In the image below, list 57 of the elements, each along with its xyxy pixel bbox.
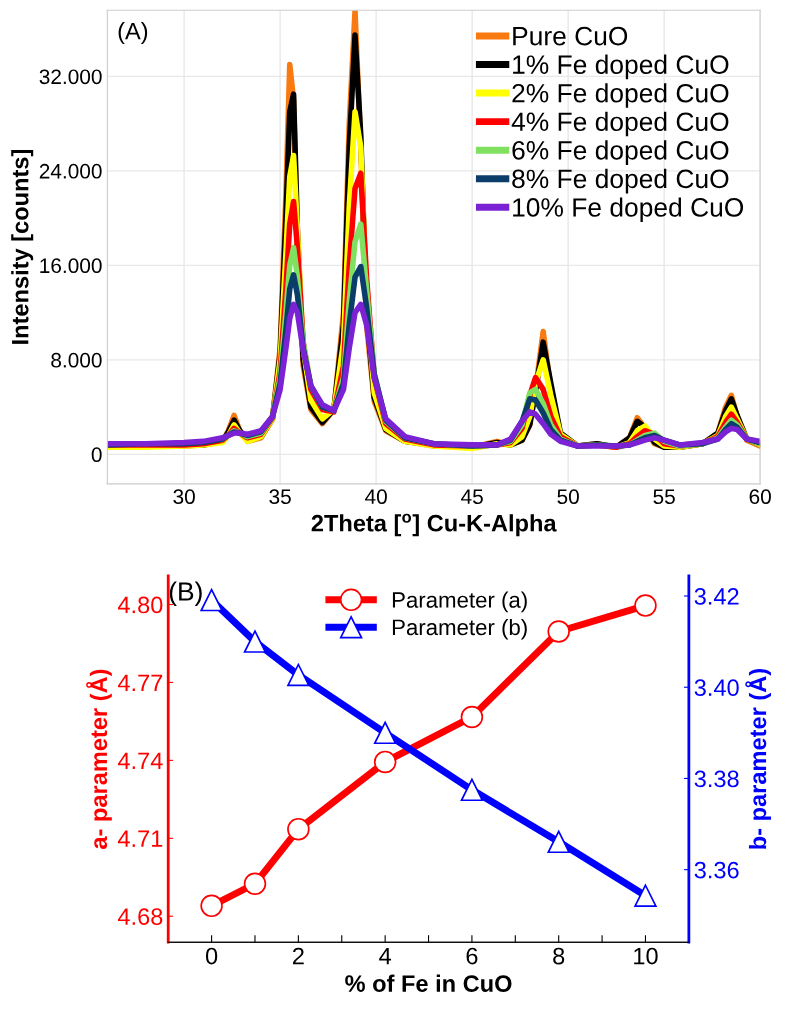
x-tick-label: 10 (634, 947, 658, 965)
point (287, 663, 310, 687)
point (287, 817, 310, 841)
x-axis-title: 2Theta [$^{o}$] Cu-K-Alpha (311, 513, 557, 537)
y-tick-label: 4.74 (117, 752, 163, 769)
y-axis-title: a- parameter (Å) (86, 669, 112, 849)
x-tick-label: 60 (749, 489, 771, 505)
legend-label: Pure CuO (513, 26, 628, 46)
legend-label: 2% Fe doped CuO (512, 83, 729, 108)
legend-label: 8% Fe doped CuO (512, 168, 729, 194)
y2-tick-label: 3.42 (694, 588, 739, 605)
point (200, 894, 223, 918)
point (547, 830, 570, 854)
point (243, 630, 267, 653)
legend-label: 10% Fe doped CuO (513, 197, 744, 223)
point (373, 750, 397, 774)
y2-tick-label: 3.36 (694, 861, 739, 879)
y-tick-label: 24.000 (39, 163, 102, 179)
y-tick-label: 32.000 (39, 69, 102, 85)
y2-axis-title: b- parameter (Å) (745, 669, 771, 849)
point (373, 721, 397, 745)
y-axis-title: Intensity [counts] (11, 149, 34, 344)
point (243, 872, 267, 895)
y-tick-label: 4.80 (117, 596, 163, 614)
x-tick-label: 45 (461, 489, 483, 505)
legend-label: Parameter (a) (392, 591, 527, 613)
annotation: (A) (118, 22, 148, 45)
point (634, 594, 657, 617)
y-tick-label: 4.68 (117, 908, 163, 925)
y2-tick-label: 3.40 (694, 679, 739, 697)
y-tick-label: 4.71 (117, 830, 163, 847)
annotation: (B) (169, 581, 202, 607)
x-axis-title: % of Fe in CuO (345, 974, 512, 992)
x-tick-label: 6 (466, 947, 478, 965)
x-tick-label: 30 (173, 489, 195, 505)
x-tick-label: 8 (553, 947, 565, 965)
x-tick-label: 55 (653, 489, 675, 505)
x-tick-label: 4 (379, 947, 392, 965)
y-tick-label: 0 (91, 447, 102, 463)
x-tick-label: 2 (293, 947, 304, 965)
y2-tick-label: 3.38 (694, 770, 739, 788)
point (200, 588, 223, 612)
x-tick-label: 40 (365, 489, 387, 505)
y-tick-label: 4.77 (117, 674, 163, 691)
x-tick-label: 35 (269, 489, 291, 505)
point (460, 705, 484, 729)
legend-label: 4% Fe doped CuO (511, 111, 729, 137)
x-tick-label: 50 (557, 489, 579, 505)
point (547, 620, 570, 643)
y-tick-label: 8.000 (51, 352, 102, 368)
y-tick-label: 16.000 (40, 258, 102, 274)
legend-label: 1% Fe doped CuO (513, 54, 729, 80)
point (460, 778, 484, 802)
x-tick-label: 0 (205, 947, 218, 965)
legend-label: 6% Fe doped CuO (512, 140, 729, 165)
point (634, 884, 657, 907)
legend-label: Parameter (b) (392, 618, 527, 640)
